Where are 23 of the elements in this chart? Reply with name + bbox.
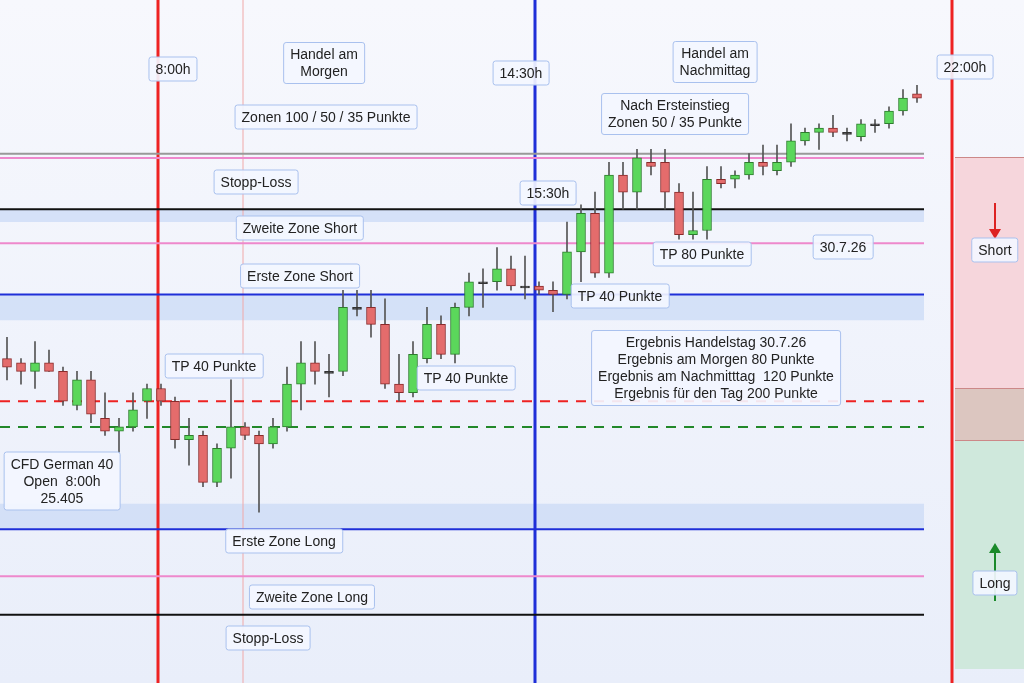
annotation: TP 40 Punkte — [164, 353, 264, 379]
text: Zweite Zone Long — [248, 584, 376, 610]
text: Long — [972, 570, 1018, 596]
annotation: TP 40 Punkte — [570, 283, 670, 309]
annotation: Nach Ersteinstieg Zonen 50 / 35 Punkte — [601, 93, 749, 135]
annotation: TP 40 Punkte — [416, 365, 516, 391]
annotation: Erste Zone Short — [240, 263, 360, 289]
annotation: Stopp-Loss — [213, 169, 299, 195]
annotation: Ergebnis Handelstag 30.7.26 Ergebnis am Morgen 80 Punkte Ergebnis am Nachmitttag 120 Punkte Ergebnis für den Tag 200 Punkte — [591, 330, 841, 406]
text: Stopp-Loss — [225, 625, 311, 651]
text: Short — [971, 237, 1019, 263]
annotation: 30.7.26 — [812, 234, 874, 260]
text: 22:00h — [943, 58, 987, 75]
text: 14:30h — [499, 64, 543, 81]
annotation: 15:30h — [519, 180, 577, 206]
text: Handel am Morgen — [283, 42, 365, 84]
annotation: CFD German 40 Open 8:00h 25.405 — [3, 451, 121, 511]
text: Erste Zone Long — [225, 528, 343, 554]
annotation: TP 80 Punkte — [652, 241, 752, 267]
annotation: Zonen 100 / 50 / 35 Punkte — [234, 104, 418, 130]
annotation: Zweite Zone Short — [235, 215, 365, 241]
text: Handel am Nachmittag — [672, 41, 758, 83]
text: 8:00h — [155, 60, 191, 77]
